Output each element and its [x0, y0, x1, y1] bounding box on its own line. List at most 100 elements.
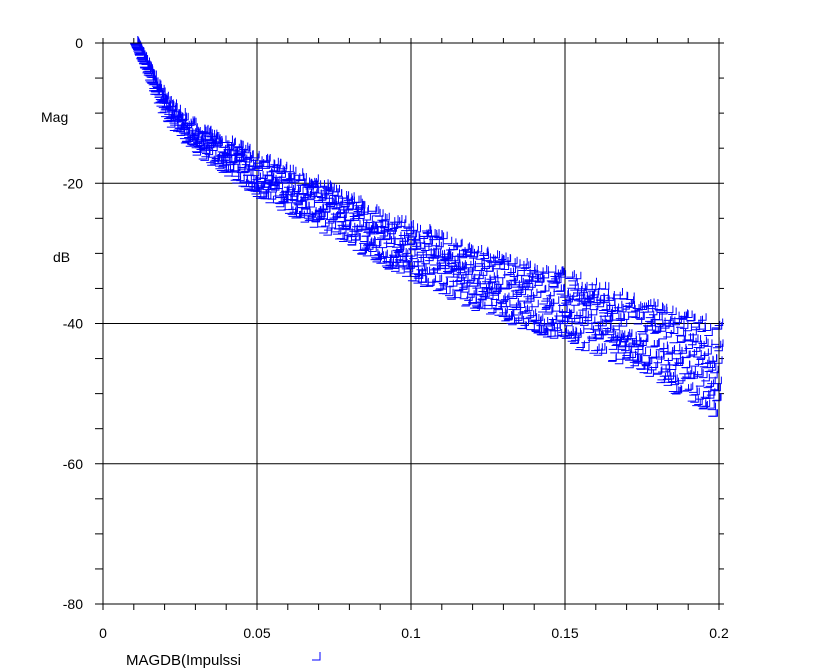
data-point [551, 276, 560, 284]
data-point [453, 274, 462, 282]
data-point [468, 296, 477, 305]
data-point [577, 315, 587, 324]
data-point [431, 238, 440, 247]
data-point [425, 247, 435, 256]
data-point [547, 265, 557, 273]
data-point [607, 330, 617, 339]
data-point [298, 172, 307, 181]
data-point [283, 173, 292, 182]
data-point [599, 327, 609, 335]
data-point [685, 332, 694, 341]
data-point [266, 160, 276, 168]
data-point [317, 193, 327, 201]
data-point [360, 205, 369, 213]
data-point [660, 344, 669, 353]
data-point [422, 236, 431, 244]
data-point [701, 373, 710, 382]
data-point [587, 284, 597, 292]
data-point [328, 197, 337, 205]
data-point [493, 284, 502, 293]
data-point [410, 266, 420, 275]
data-point [700, 338, 709, 347]
data-point [502, 267, 512, 276]
data-point [520, 318, 529, 326]
data-point [702, 323, 712, 331]
data-point [455, 273, 464, 282]
data-point [185, 139, 195, 147]
data-point [552, 323, 561, 332]
data-point [203, 142, 213, 150]
data-point [650, 350, 660, 358]
data-point [388, 224, 397, 232]
data-point [627, 350, 636, 359]
data-point [502, 254, 512, 263]
data-point [464, 245, 474, 253]
data-point [312, 206, 322, 214]
data-point [537, 284, 547, 293]
data-point [536, 274, 545, 283]
data-point [519, 304, 528, 313]
data-point [689, 334, 699, 342]
data-point [645, 314, 654, 322]
data-point [633, 354, 642, 362]
data-point [156, 84, 165, 93]
data-point [466, 248, 475, 257]
data-point [639, 334, 649, 343]
data-point [188, 125, 198, 133]
data-point [575, 342, 584, 351]
data-point [287, 166, 297, 175]
data-point [619, 292, 629, 300]
data-point [540, 284, 550, 292]
data-point [284, 195, 293, 204]
data-point [344, 228, 353, 236]
data-point [169, 103, 178, 111]
data-point [618, 319, 628, 327]
legend: MAGDB(Impulssi [126, 652, 321, 669]
data-point [557, 270, 567, 278]
data-point [401, 223, 410, 232]
data-point [526, 263, 536, 272]
data-point [453, 239, 462, 248]
data-point [261, 161, 271, 169]
data-point [364, 224, 373, 233]
data-point [702, 384, 712, 393]
data-point [242, 143, 251, 152]
data-point [703, 380, 713, 389]
data-point [642, 348, 651, 357]
data-point [548, 312, 558, 321]
data-point [572, 328, 582, 336]
legend-entry-label: MAGDB(Impulssi [126, 652, 242, 669]
data-point [675, 356, 684, 365]
data-point [523, 289, 532, 298]
data-point [169, 116, 178, 124]
data-point [478, 284, 488, 292]
data-point [648, 307, 658, 316]
data-point [340, 191, 350, 199]
data-point [359, 207, 369, 215]
data-point [422, 226, 432, 234]
data-point [656, 351, 665, 360]
data-point [390, 215, 399, 223]
data-point [515, 277, 524, 286]
data-point [278, 164, 287, 172]
data-point [254, 156, 263, 164]
data-point [673, 384, 682, 393]
data-point [231, 163, 241, 172]
data-point [518, 280, 528, 288]
data-point [532, 274, 541, 282]
data-point [308, 206, 317, 215]
data-point [514, 285, 524, 294]
data-point [553, 275, 562, 284]
data-point [542, 329, 552, 338]
data-point [391, 240, 401, 248]
data-point [160, 91, 169, 100]
data-point [542, 291, 552, 300]
data-point [172, 110, 182, 119]
data-point [270, 157, 279, 166]
data-point [638, 333, 648, 342]
data-point [241, 157, 251, 166]
data-point [208, 129, 218, 138]
data-point [522, 268, 531, 277]
data-point [444, 251, 454, 260]
